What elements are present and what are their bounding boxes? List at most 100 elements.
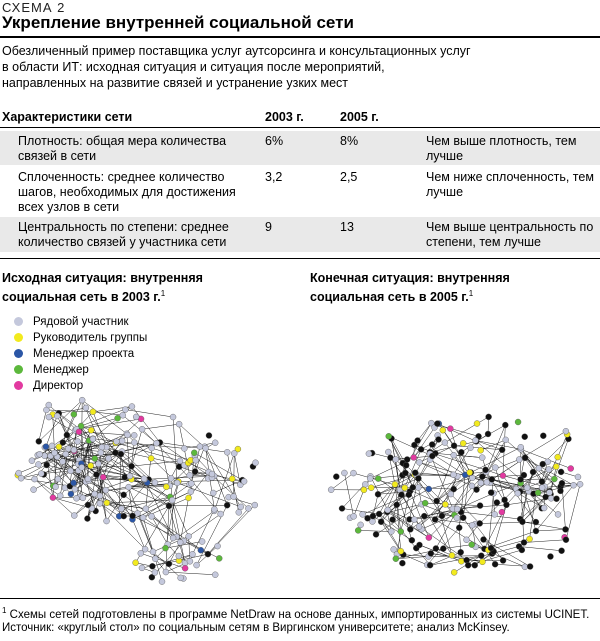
network-edge bbox=[69, 429, 77, 487]
network-edge bbox=[362, 494, 409, 515]
network-node bbox=[557, 487, 564, 495]
network-edge bbox=[418, 493, 451, 527]
network-node bbox=[230, 493, 237, 500]
network-node bbox=[74, 438, 81, 445]
network-node bbox=[547, 495, 555, 502]
network-edge bbox=[475, 440, 503, 451]
network-node bbox=[62, 450, 69, 458]
network-node bbox=[440, 545, 447, 552]
network-node bbox=[478, 552, 485, 559]
network-node bbox=[35, 461, 42, 468]
network-node bbox=[204, 550, 212, 558]
metric-degree-centrality: Центральность по степени: среднее количе… bbox=[18, 220, 229, 249]
network-node bbox=[516, 456, 523, 463]
network-node bbox=[211, 506, 218, 513]
network-edge bbox=[454, 445, 503, 451]
network-edge bbox=[483, 539, 531, 567]
network-edge bbox=[44, 447, 79, 465]
network-edge bbox=[165, 541, 203, 549]
network-edge bbox=[101, 476, 170, 487]
network-edge bbox=[387, 509, 410, 520]
network-node bbox=[152, 555, 159, 562]
network-node bbox=[119, 412, 126, 419]
network-node bbox=[502, 421, 509, 429]
network-edge bbox=[165, 481, 179, 549]
network-node bbox=[476, 502, 484, 509]
network-node bbox=[169, 496, 176, 504]
network-edge bbox=[115, 442, 181, 462]
network-edge bbox=[331, 472, 354, 490]
network-edge bbox=[154, 471, 209, 483]
network-node bbox=[411, 441, 418, 449]
network-edge bbox=[132, 519, 146, 550]
network-edge bbox=[344, 472, 354, 517]
metric-cohesion: Сплоченность: среднее количество шагов, … bbox=[18, 170, 236, 214]
network-node bbox=[460, 440, 467, 447]
network-node bbox=[553, 495, 560, 502]
network-edge bbox=[535, 529, 566, 532]
network-node bbox=[131, 439, 138, 446]
col-header-metric: Характеристики сети bbox=[2, 110, 133, 124]
network-edge bbox=[419, 462, 473, 487]
network-node bbox=[87, 427, 95, 434]
network-node bbox=[448, 552, 456, 559]
network-edge bbox=[435, 519, 476, 525]
network-node bbox=[447, 490, 455, 498]
network-node bbox=[148, 574, 156, 581]
network-edge bbox=[134, 442, 191, 461]
network-node bbox=[139, 514, 147, 521]
network-node bbox=[181, 565, 189, 572]
network-node bbox=[468, 541, 475, 548]
network-node bbox=[251, 501, 259, 509]
network-node bbox=[125, 483, 132, 491]
network-node bbox=[55, 443, 63, 451]
network-node bbox=[235, 509, 242, 516]
network-node bbox=[450, 569, 458, 576]
network-node bbox=[397, 528, 404, 535]
network-node bbox=[447, 425, 454, 432]
network-node bbox=[87, 462, 94, 469]
network-node bbox=[375, 510, 383, 518]
network-edge bbox=[429, 452, 486, 471]
network-node bbox=[140, 475, 148, 482]
network-edge bbox=[429, 453, 454, 509]
network-node bbox=[567, 465, 574, 472]
network-node bbox=[477, 447, 484, 454]
network-edge bbox=[194, 446, 205, 472]
network-node bbox=[554, 453, 561, 461]
network-node bbox=[205, 432, 213, 439]
network-node bbox=[366, 475, 374, 482]
network-node bbox=[103, 499, 111, 507]
network-node bbox=[521, 454, 529, 461]
network-node bbox=[425, 534, 433, 541]
network-edge bbox=[405, 423, 432, 466]
network-node bbox=[28, 457, 36, 464]
network-node bbox=[408, 537, 416, 544]
network-node bbox=[514, 418, 522, 426]
network-node bbox=[502, 436, 509, 444]
network-node bbox=[384, 506, 391, 514]
network-node bbox=[517, 444, 524, 451]
network-node bbox=[224, 449, 231, 456]
network-edge bbox=[378, 513, 401, 532]
network-edge bbox=[62, 458, 109, 462]
network-edge bbox=[529, 493, 537, 540]
network-node bbox=[67, 490, 75, 498]
value-2005-density: 8% bbox=[340, 134, 359, 148]
network-node bbox=[51, 449, 58, 457]
network-edge bbox=[99, 503, 120, 517]
network-node bbox=[547, 553, 554, 560]
network-edge bbox=[387, 511, 392, 532]
value-2005-cohesion: 2,5 bbox=[340, 170, 358, 184]
network-node bbox=[460, 514, 467, 521]
network-edge bbox=[519, 431, 567, 460]
network-node bbox=[338, 505, 346, 512]
network-node bbox=[557, 468, 565, 476]
network-node bbox=[464, 562, 472, 569]
network-edge bbox=[123, 478, 145, 496]
network-edge bbox=[459, 474, 466, 528]
network-node bbox=[487, 544, 495, 552]
network-node bbox=[479, 473, 486, 480]
network-edge bbox=[94, 442, 160, 459]
network-node bbox=[91, 455, 99, 462]
